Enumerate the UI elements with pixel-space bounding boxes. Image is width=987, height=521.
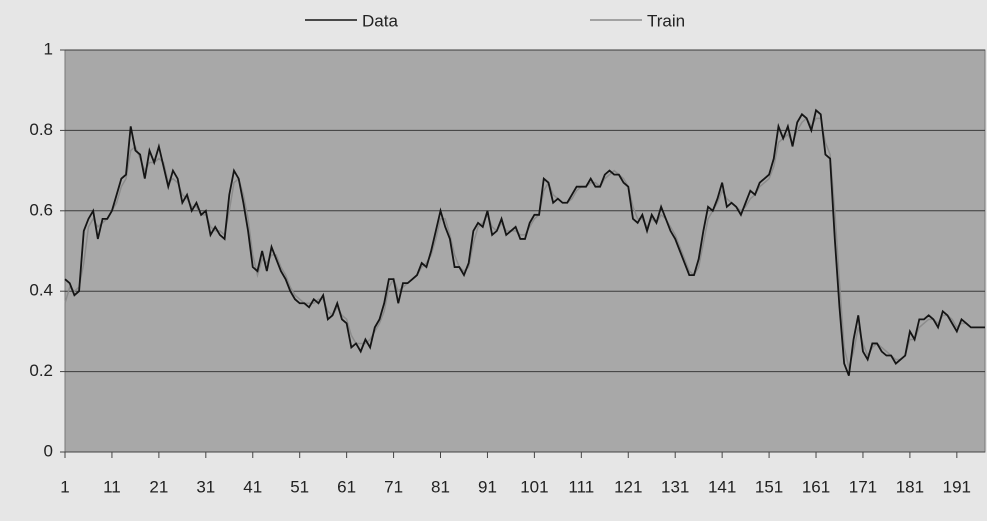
y-tick-label: 0.2 [29,361,53,380]
x-tick-label: 1 [60,477,69,496]
legend-label: Data [362,11,398,30]
x-tick-label: 121 [614,477,642,496]
x-tick-label: 151 [755,477,783,496]
y-tick-label: 0.6 [29,200,53,219]
plot-area [64,49,986,453]
x-tick-label: 161 [802,477,830,496]
x-tick-label: 21 [149,477,168,496]
x-tick-label: 61 [337,477,356,496]
x-tick-label: 111 [568,477,594,496]
line-series [64,108,985,376]
x-tick-label: 41 [243,477,262,496]
x-tick-label: 131 [661,477,689,496]
x-tick-label: 101 [520,477,548,496]
x-tick-label: 181 [896,477,924,496]
x-tick-label: 171 [849,477,877,496]
x-tick-label: 81 [431,477,450,496]
x-tick-label: 91 [478,477,497,496]
x-tick-label: 71 [384,477,403,496]
x-tick-label: 141 [708,477,736,496]
y-tick-label: 0.8 [29,120,53,139]
x-tick-label: 51 [290,477,309,496]
y-tick-label: 1 [44,39,53,58]
y-tick-label: 0 [44,441,53,460]
x-tick-label: 31 [196,477,215,496]
x-tick-label: 11 [103,477,121,496]
y-tick-label: 0.4 [29,281,53,300]
legend-label: Train [647,11,685,30]
x-tick-label: 191 [943,477,971,496]
